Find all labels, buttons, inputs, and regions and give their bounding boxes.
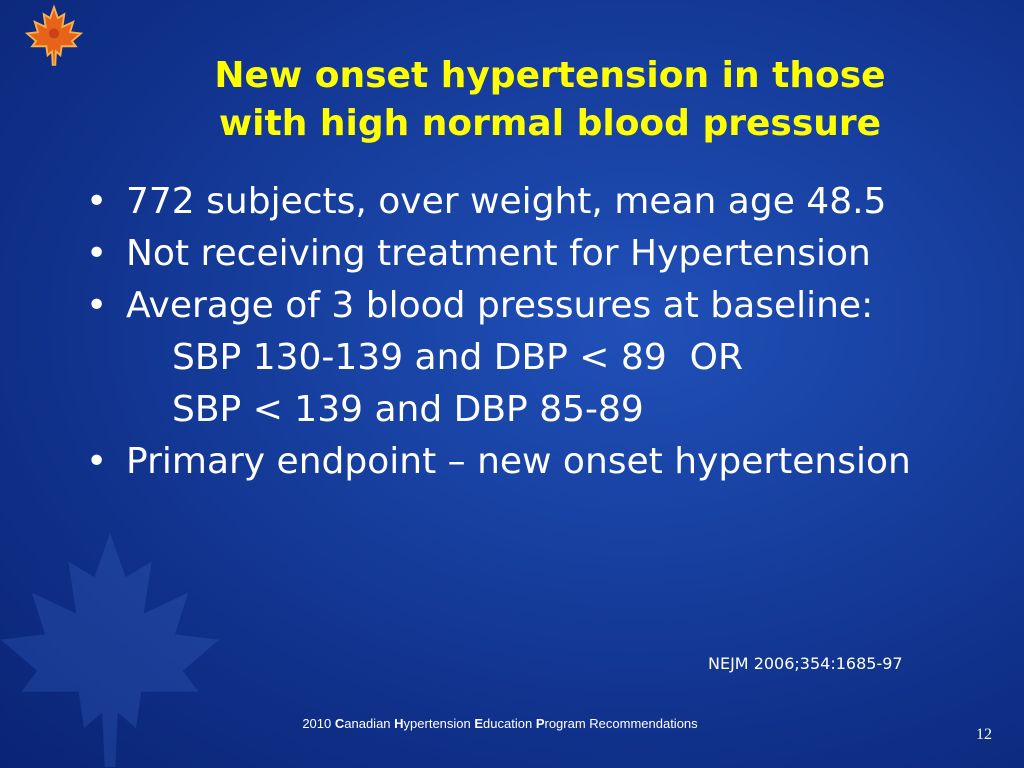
footer-word-education: ducation [483,716,536,731]
bullet-item-endpoint: • Primary endpoint – new onset hypertens… [86,440,966,484]
sub-line-criteria-2: SBP < 139 and DBP 85-89 [172,389,644,430]
page-number: 12 [976,726,992,743]
bullet-item-subjects: • 772 subjects, over weight, mean age 48… [86,180,966,224]
footer-word-program: rogram Recommendations [544,716,698,731]
maple-leaf-logo-icon [24,4,84,66]
bullet-symbol: • [86,181,108,222]
slide-title-line-1: New onset hypertension in those [214,55,886,96]
footer-initial-h: H [394,716,404,731]
bullet-text: Primary endpoint – new onset hypertensio… [126,441,911,482]
bullet-symbol: • [86,285,108,326]
bullet-list: • 772 subjects, over weight, mean age 48… [86,180,966,492]
maple-leaf-watermark-icon [0,533,220,767]
footer-word-hypertension: ypertension [403,716,475,731]
sub-line-criteria-1: SBP 130-139 and DBP < 89 OR [172,337,743,378]
footer-program-name: 2010 Canadian Hypertension Education Pro… [250,716,750,731]
footer-initial-p: P [535,716,545,731]
footer-year: 2010 [302,716,335,731]
bullet-symbol: • [86,233,108,274]
slide-title-line-2: with high normal blood pressure [218,103,882,144]
footer-initial-e: E [474,716,484,731]
slide-title: New onset hypertension in those with hig… [100,52,1000,148]
footer-word-canadian: anadian [344,716,395,731]
footer-initial-c: C [334,716,345,731]
bullet-text: Average of 3 blood pressures at baseline… [126,285,874,326]
bullet-item-treatment: • Not receiving treatment for Hypertensi… [86,232,966,276]
citation: NEJM 2006;354:1685-97 [708,654,903,673]
bullet-symbol: • [86,441,108,482]
bullet-text: 772 subjects, over weight, mean age 48.5 [126,181,887,222]
bullet-text: Not receiving treatment for Hypertension [126,233,871,274]
bullet-item-baseline: • Average of 3 blood pressures at baseli… [86,284,966,328]
